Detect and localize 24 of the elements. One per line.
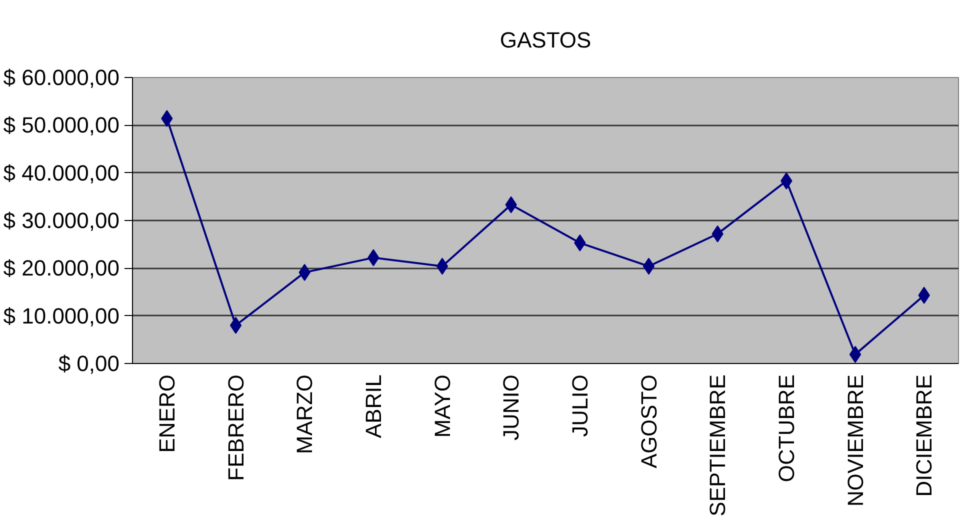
x-tick-label: ABRIL <box>360 374 386 438</box>
x-tick-label: OCTUBRE <box>774 374 799 482</box>
y-tick-label: $ 0,00 <box>58 351 120 376</box>
x-tick-label: NOVIEMBRE <box>842 374 868 507</box>
x-tick-label: SEPTIEMBRE <box>705 374 730 516</box>
y-tick-label: $ 10.000,00 <box>3 303 120 328</box>
x-tick-label: DICIEMBRE <box>912 374 937 497</box>
x-tick-label: JUNIO <box>498 374 524 440</box>
x-tick-label: FEBRERO <box>223 374 248 481</box>
x-tick-label: MAYO <box>430 374 455 438</box>
point <box>642 258 655 275</box>
chart-title: GASTOS <box>500 28 592 52</box>
x-tick-label: AGOSTO <box>636 374 662 468</box>
y-tick-label: $ 50.000,00 <box>3 112 120 138</box>
x-tick-label: MARZO <box>292 374 318 454</box>
y-tick-label: $ 20.000,00 <box>3 256 120 281</box>
point <box>436 258 448 275</box>
y-tick-label: $ 40.000,00 <box>3 160 120 186</box>
y-tick-label: $ 30.000,00 <box>3 208 120 233</box>
point <box>230 316 242 334</box>
point <box>849 346 862 363</box>
y-tick-label: $ 60.000,00 <box>3 65 120 90</box>
x-tick-label: JULIO <box>567 374 592 437</box>
x-tick-label: ENERO <box>154 374 180 453</box>
